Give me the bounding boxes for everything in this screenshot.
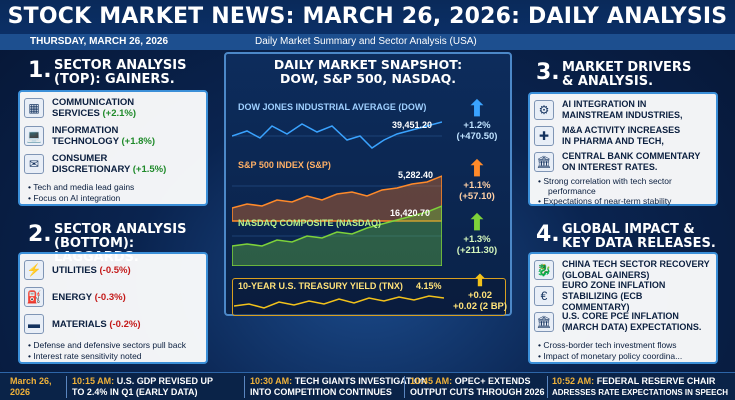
list-item: 🏛 CENTRAL BANK COMMENTARY ON INTEREST RAT… (534, 148, 712, 176)
section4-card: 🐉 CHINA TECH SECTOR RECOVERY (GLOBAL GAIN… (528, 252, 718, 364)
bullet-text: Focus on AI integration (28, 193, 120, 203)
list-item: ✉ CONSUMER DISCRETIONARY (+1.5%) (24, 150, 202, 178)
bullet-text: Defense and defensive sectors pull back (28, 340, 186, 350)
chip-icon: ▦ (24, 98, 44, 118)
title-bar: STOCK MARKET NEWS: MARCH 26, 2026: DAILY… (0, 0, 735, 34)
market-snapshot-panel: DAILY MARKET SNAPSHOT: DOW, S&P 500, NASD… (224, 52, 512, 316)
dow-series-line (232, 121, 442, 149)
tnx-chart (234, 295, 444, 309)
dow-label: DOW JONES INDUSTRIAL AVERAGE (DOW) (238, 102, 427, 112)
nasdaq-label: NASDAQ COMPOSITE (NASDAQ) (238, 218, 382, 228)
ticker-date: March 26, 2026 (10, 376, 52, 397)
list-item: 💻 INFORMATION TECHNOLOGY (+1.8%) (24, 122, 202, 150)
bullet-text: Cross-border tech investment flows (538, 340, 676, 350)
sp-series-area (232, 175, 442, 222)
ticker-divider (66, 376, 67, 398)
euro-icon: € (534, 286, 554, 306)
bullet-text-continued: performance (548, 186, 596, 196)
section3-title: MARKET DRIVERS & ANALYSIS. (562, 60, 692, 89)
section2-number: 2. (28, 222, 52, 247)
list-item: ⛽ ENERGY (-0.3%) (24, 283, 202, 311)
list-item: ▦ COMMUNICATION SERVICES (+2.1%) (24, 94, 202, 122)
index-chart (232, 121, 442, 266)
section1-card: ▦ COMMUNICATION SERVICES (+2.1%) 💻 INFORM… (18, 90, 208, 206)
tnx-label: 10-YEAR U.S. TREASURY YIELD (TNX) (238, 281, 403, 291)
ticker-divider (244, 376, 245, 398)
list-item: 🐉 CHINA TECH SECTOR RECOVERY (GLOBAL GAIN… (534, 256, 712, 284)
power-tower-icon: ⚡ (24, 260, 44, 280)
subtitle-label: Daily Market Summary and Sector Analysis… (255, 36, 477, 47)
tnx-change: ⬆ +0.02 +0.02 (2 BP) (448, 273, 512, 313)
nasdaq-change: ⬆ +1.3% (+211.30) (448, 210, 506, 257)
section3-number: 3. (536, 60, 560, 85)
list-item: ▬ MATERIALS (-0.2%) (24, 310, 202, 338)
arrow-up-icon: ⬆ (473, 273, 487, 290)
list-item: € EURO ZONE INFLATION STABILIZING (ECB CO… (534, 280, 712, 312)
nasdaq-series-area (232, 205, 442, 266)
section4-heading: 4. GLOBAL IMPACT & KEY DATA RELEASES. (536, 222, 726, 252)
ticker-item: 10:52 AM: FEDERAL RESERVE CHAIR ADRESSES … (552, 376, 729, 397)
nasdaq-value: 16,420.70 (390, 208, 431, 218)
snapshot-title: DAILY MARKET SNAPSHOT: DOW, S&P 500, NASD… (273, 57, 463, 86)
page-title: STOCK MARKET NEWS: MARCH 26, 2026: DAILY… (7, 4, 728, 29)
ticker-item: 10:45 AM: OPEC+ EXTENDS OUTPUT CUTS THROU… (410, 376, 545, 397)
chat-icon: ✉ (24, 154, 44, 174)
tnx-value: 4.15% (416, 281, 442, 291)
section3-card: ⚙ AI INTEGRATION IN MAINSTREAM INDUSTRIES… (528, 92, 718, 206)
ticker-item: 10:15 AM: U.S. GDP REVISED UP TO 2.4% IN … (72, 376, 214, 397)
date-label: THURSDAY, MARCH 26, 2026 (30, 36, 169, 47)
arrow-up-icon: ⬆ (467, 210, 487, 235)
bullet-text: Strong correlation with tech sector (538, 176, 672, 186)
dow-change: ⬆ +1.2% (+470.50) (448, 96, 506, 143)
section2-card: ⚡ UTILITIES (-0.5%) ⛽ ENERGY (-0.3%) ▬ M… (18, 252, 208, 364)
arrow-up-icon: ⬆ (467, 156, 487, 181)
tnx-series-line (234, 295, 444, 309)
list-item: ⚙ AI INTEGRATION IN MAINSTREAM INDUSTRIES… (534, 96, 712, 124)
dragon-icon: 🐉 (534, 260, 554, 280)
dow-value: 39,451.20 (392, 120, 433, 130)
section1-title: SECTOR ANALYSIS (TOP): GAINERS. (54, 58, 187, 87)
ticker-divider (547, 376, 548, 398)
section2-heading: 2. SECTOR ANALYSIS(BOTTOM): LAGGARDS. (28, 222, 218, 265)
news-ticker: March 26, 2026 10:15 AM: U.S. GDP REVISED… (0, 372, 735, 400)
section4-number: 4. (536, 222, 560, 247)
bullet-text: Impact of monetary policy coordina... (538, 351, 682, 361)
date-strip: THURSDAY, MARCH 26, 2026 Daily Market Su… (0, 34, 735, 50)
list-item: ✚ M&A ACTIVITY INCREASES IN PHARMA AND TE… (534, 122, 712, 150)
handshake-icon: ✚ (534, 126, 554, 146)
section1-heading: 1. SECTOR ANALYSIS (TOP): GAINERS. (28, 58, 218, 88)
bullet-text: Interest rate sensitivity noted (28, 351, 141, 361)
sp-value: 5,282.40 (398, 170, 434, 180)
laptop-icon: 💻 (24, 126, 44, 146)
bank-icon: 🏛 (534, 152, 554, 172)
oil-pump-icon: ⛽ (24, 287, 44, 307)
section4-title: GLOBAL IMPACT & KEY DATA RELEASES. (562, 222, 716, 251)
capitol-icon: 🏛 (534, 312, 554, 332)
ticker-item: 10:30 AM: TECH GIANTS INVESTIGATION INTO … (250, 376, 428, 397)
arrow-up-icon: ⬆ (467, 96, 487, 121)
list-item: ⚡ UTILITIES (-0.5%) (24, 256, 202, 284)
ticker-divider (404, 376, 405, 398)
section3-heading: 3. MARKET DRIVERS & ANALYSIS. (536, 60, 726, 90)
bullet-text: Expectations of near-term stability (538, 196, 671, 206)
sp-change: ⬆ +1.1% (+57.10) (448, 156, 506, 203)
robot-arm-icon: ⚙ (534, 100, 554, 120)
section1-number: 1. (28, 58, 52, 83)
list-item: 🏛 U.S. CORE PCE INFLATION (MARCH DATA) EX… (534, 308, 712, 336)
steel-bar-icon: ▬ (24, 314, 44, 334)
sp-label: S&P 500 INDEX (S&P) (238, 160, 331, 170)
tnx-panel (232, 278, 506, 316)
bullet-text: Tech and media lead gains (28, 182, 134, 192)
